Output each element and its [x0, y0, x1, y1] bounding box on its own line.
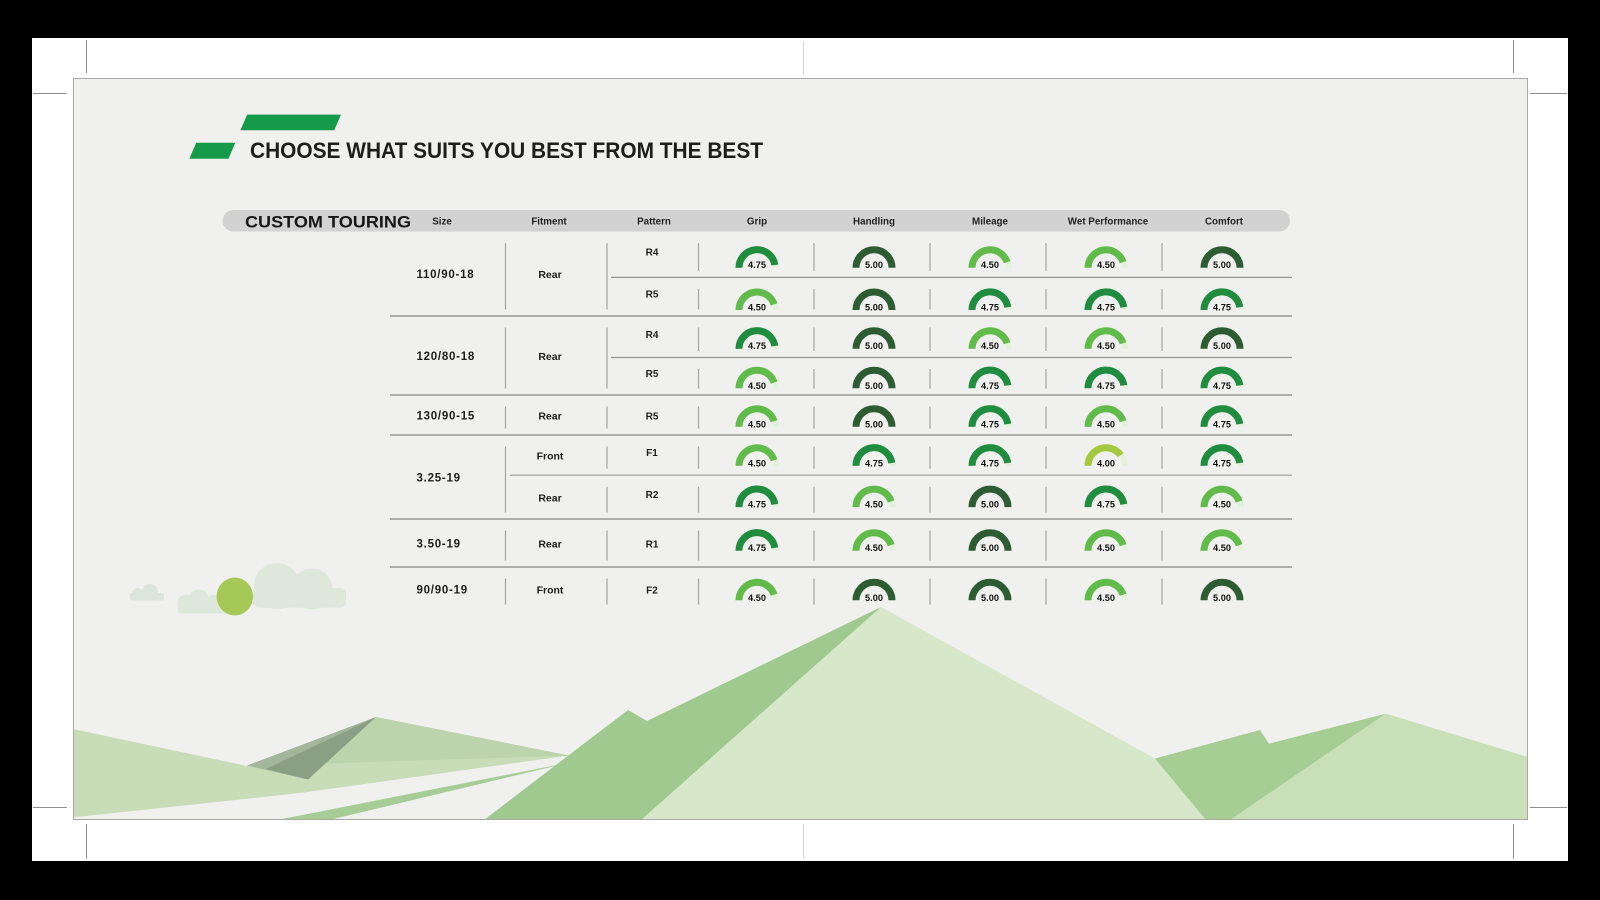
svg-text:4.50: 4.50	[981, 260, 999, 270]
svg-text:4.50: 4.50	[1097, 419, 1115, 429]
svg-text:5.00: 5.00	[865, 419, 883, 429]
svg-text:Front: Front	[537, 451, 564, 463]
svg-text:R5: R5	[646, 290, 659, 301]
svg-text:110/90-18: 110/90-18	[417, 269, 475, 281]
svg-text:4.75: 4.75	[1097, 303, 1115, 313]
svg-text:Rear: Rear	[538, 411, 561, 423]
svg-text:5.00: 5.00	[865, 260, 883, 270]
svg-text:4.75: 4.75	[1213, 458, 1231, 468]
svg-text:4.50: 4.50	[865, 500, 883, 510]
svg-text:4.75: 4.75	[1213, 419, 1231, 429]
svg-text:Pattern: Pattern	[637, 217, 671, 228]
svg-text:4.75: 4.75	[865, 458, 883, 468]
svg-text:4.75: 4.75	[1097, 500, 1115, 510]
svg-text:4.50: 4.50	[1097, 260, 1115, 270]
svg-text:Size: Size	[432, 217, 452, 228]
svg-text:4.50: 4.50	[865, 543, 883, 553]
svg-text:4.75: 4.75	[981, 303, 999, 313]
svg-text:5.00: 5.00	[1213, 593, 1231, 603]
svg-text:4.50: 4.50	[1097, 543, 1115, 553]
svg-text:4.50: 4.50	[748, 419, 766, 429]
svg-text:Rear: Rear	[538, 493, 561, 505]
svg-text:3.50-19: 3.50-19	[417, 539, 461, 551]
svg-text:5.00: 5.00	[1213, 260, 1231, 270]
svg-text:4.75: 4.75	[981, 381, 999, 391]
svg-text:Grip: Grip	[747, 217, 767, 228]
svg-text:4.50: 4.50	[748, 303, 766, 313]
svg-text:Rear: Rear	[538, 351, 561, 363]
svg-text:90/90-19: 90/90-19	[417, 585, 468, 597]
svg-text:Handling: Handling	[853, 217, 895, 228]
svg-text:120/80-18: 120/80-18	[417, 351, 476, 363]
svg-text:Mileage: Mileage	[972, 217, 1008, 228]
svg-text:Rear: Rear	[538, 269, 561, 281]
svg-text:Front: Front	[537, 585, 564, 597]
svg-text:4.50: 4.50	[748, 381, 766, 391]
svg-text:R5: R5	[646, 369, 659, 380]
svg-text:4.75: 4.75	[748, 260, 766, 270]
svg-text:R5: R5	[646, 412, 659, 423]
svg-text:R4: R4	[646, 247, 659, 258]
svg-text:Fitment: Fitment	[531, 217, 567, 228]
svg-text:3.25-19: 3.25-19	[417, 473, 461, 485]
svg-text:R2: R2	[646, 490, 659, 501]
svg-text:R4: R4	[646, 330, 659, 341]
svg-text:Rear: Rear	[538, 539, 561, 551]
svg-text:4.75: 4.75	[748, 341, 766, 351]
svg-text:5.00: 5.00	[865, 381, 883, 391]
svg-text:4.50: 4.50	[748, 458, 766, 468]
svg-text:5.00: 5.00	[865, 593, 883, 603]
svg-text:5.00: 5.00	[1213, 341, 1231, 351]
svg-text:4.50: 4.50	[1097, 593, 1115, 603]
svg-text:4.75: 4.75	[1213, 303, 1231, 313]
svg-text:4.50: 4.50	[981, 341, 999, 351]
svg-text:4.75: 4.75	[1213, 381, 1231, 391]
svg-text:Wet Performance: Wet Performance	[1068, 217, 1149, 228]
svg-text:5.00: 5.00	[865, 303, 883, 313]
svg-text:5.00: 5.00	[865, 341, 883, 351]
svg-text:5.00: 5.00	[981, 543, 999, 553]
svg-text:4.75: 4.75	[1097, 381, 1115, 391]
svg-text:4.50: 4.50	[1213, 500, 1231, 510]
svg-text:4.50: 4.50	[1213, 543, 1231, 553]
svg-text:4.50: 4.50	[1097, 341, 1115, 351]
svg-text:Comfort: Comfort	[1205, 217, 1244, 228]
svg-text:4.75: 4.75	[748, 543, 766, 553]
svg-text:130/90-15: 130/90-15	[417, 411, 476, 423]
svg-text:F1: F1	[646, 448, 658, 459]
svg-text:5.00: 5.00	[981, 500, 999, 510]
svg-text:CHOOSE WHAT SUITS YOU BEST FRO: CHOOSE WHAT SUITS YOU BEST FROM THE BEST	[250, 138, 764, 163]
svg-text:CUSTOM TOURING: CUSTOM TOURING	[245, 213, 411, 231]
svg-text:4.00: 4.00	[1097, 458, 1115, 468]
svg-text:5.00: 5.00	[981, 593, 999, 603]
svg-text:4.75: 4.75	[748, 500, 766, 510]
svg-text:R1: R1	[646, 540, 659, 551]
svg-text:4.75: 4.75	[981, 419, 999, 429]
svg-text:4.50: 4.50	[748, 593, 766, 603]
svg-text:4.75: 4.75	[981, 458, 999, 468]
svg-text:F2: F2	[646, 586, 658, 597]
